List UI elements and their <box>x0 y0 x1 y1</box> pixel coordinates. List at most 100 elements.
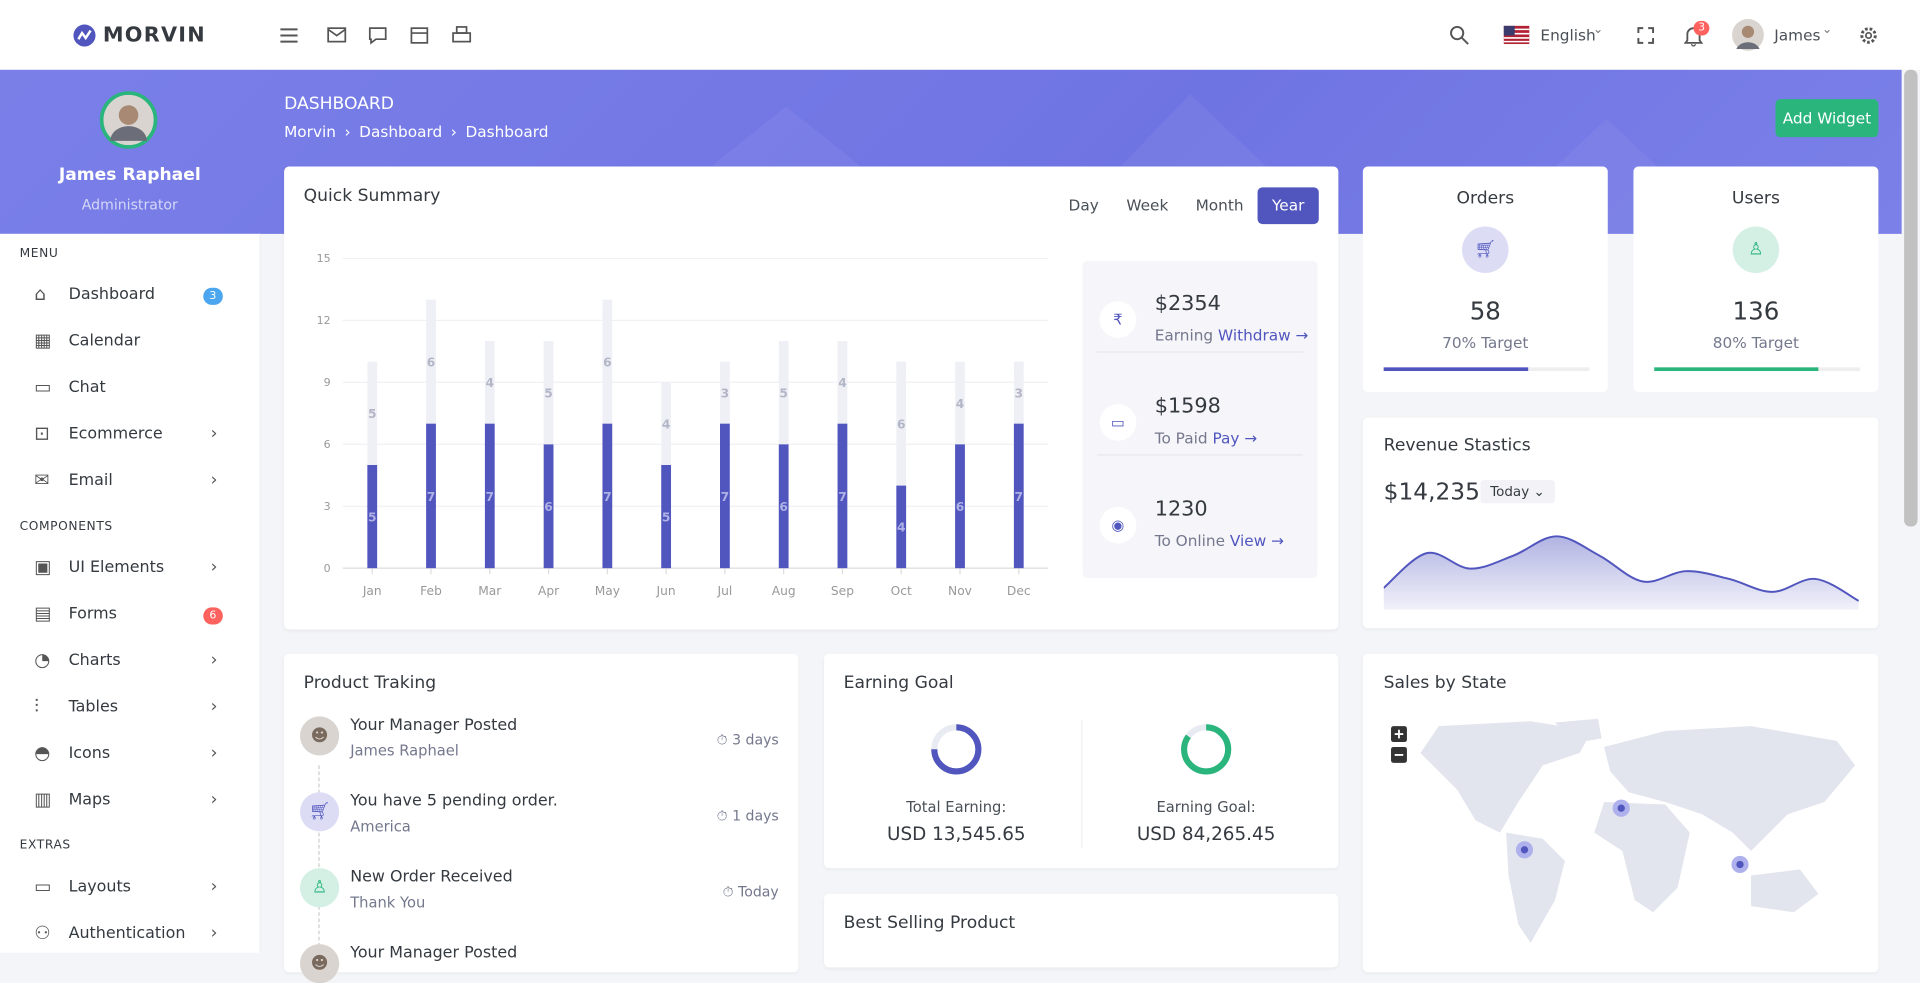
bar-segment <box>955 361 965 445</box>
menu-item[interactable]: Ecommerce <box>68 424 163 444</box>
language[interactable]: English <box>1540 25 1596 45</box>
period-select[interactable]: Today ⌄ <box>1480 480 1555 504</box>
menu-badge: 3 <box>203 287 223 305</box>
logo-icon <box>73 24 96 47</box>
bar-label: 5 <box>662 510 671 524</box>
menu-item[interactable]: Forms <box>68 604 117 624</box>
bar-segment <box>1013 423 1024 569</box>
menu-icon: ◔ <box>34 648 51 672</box>
bar-segment <box>484 423 495 569</box>
line <box>1383 535 1859 602</box>
x-tick-label: Feb <box>420 584 442 598</box>
card-title: Best Selling Product <box>843 913 1016 934</box>
separator: › <box>339 122 356 141</box>
bar-label: 4 <box>662 417 671 431</box>
crumb[interactable]: Dashboard <box>359 122 443 141</box>
menu-item[interactable]: Maps <box>68 791 111 810</box>
toolbar-icons[interactable] <box>277 23 485 47</box>
menu-item[interactable]: UI Elements <box>68 558 165 577</box>
topbar <box>0 0 1920 70</box>
profile-avatar <box>99 91 158 149</box>
menu-item[interactable]: Calendar <box>68 331 141 351</box>
bar-label: 3 <box>1015 387 1024 401</box>
menu-icon: ▤ <box>34 602 52 625</box>
area <box>1383 536 1859 610</box>
bar-label: 6 <box>544 500 553 514</box>
menu-item[interactable]: Tables <box>68 697 119 717</box>
bar-segment <box>426 299 436 424</box>
bar-segment <box>661 464 672 569</box>
revenue-amount: $14,235 <box>1383 478 1480 506</box>
profile-role: Administrator <box>81 195 178 214</box>
goal-donuts <box>931 724 1232 775</box>
tab[interactable]: Week <box>1126 195 1169 215</box>
stat-link[interactable]: Pay <box>1212 428 1240 447</box>
settings-icon[interactable] <box>1859 26 1879 46</box>
menu-item[interactable]: Authentication <box>68 924 186 943</box>
bar-label: 6 <box>603 356 612 370</box>
bar-label: 5 <box>368 407 377 421</box>
revenue-chart <box>1383 535 1859 610</box>
bar-segment <box>367 361 378 465</box>
stat-value: $1598 <box>1154 394 1221 419</box>
goal-label: Earning Goal: <box>1156 798 1256 816</box>
bar-label: 4 <box>838 376 847 390</box>
tab[interactable]: Year <box>1257 187 1319 225</box>
timeline-icon: ☻ <box>300 944 340 983</box>
crumb[interactable]: Morvin <box>284 122 336 141</box>
x-tick-label: Nov <box>948 584 972 598</box>
progress-bar <box>1383 367 1528 372</box>
bar-label: 7 <box>486 490 495 504</box>
bar-label: 5 <box>544 387 553 401</box>
stat-link[interactable]: Withdraw <box>1218 325 1291 345</box>
arrow: → <box>1266 531 1284 550</box>
menu-icon: ▦ <box>34 329 52 352</box>
card-title: Earning Goal <box>843 673 954 694</box>
x-tick-label: Apr <box>538 584 560 598</box>
add-widget-button[interactable]: Add Widget <box>1775 99 1879 138</box>
period: Today <box>1490 483 1530 500</box>
card-title: Quick Summary <box>303 186 441 206</box>
x-tick-label: Oct <box>891 584 912 598</box>
counter-value: 58 <box>1469 296 1501 326</box>
menu-item[interactable]: Icons <box>68 744 111 763</box>
bar-segment <box>955 444 965 569</box>
stat-icon: ▭ <box>1099 404 1137 441</box>
stat-icon: ◉ <box>1099 506 1137 544</box>
bar-label: 4 <box>486 376 495 390</box>
bar-label: 5 <box>779 387 788 401</box>
y-tick-label: 6 <box>324 438 331 451</box>
timeline-time: ⏱ 1 days <box>716 806 779 825</box>
menu-item[interactable]: Dashboard <box>68 285 155 304</box>
bar-label: 4 <box>897 521 906 535</box>
menu-heading: EXTRAS <box>19 838 71 853</box>
y-tick-label: 3 <box>324 500 331 513</box>
menu-item[interactable]: Email <box>68 471 113 490</box>
timeline-icon: ♙ <box>300 868 340 908</box>
x-tick-label: Dec <box>1007 584 1031 598</box>
fullscreen-icon[interactable] <box>1636 26 1656 46</box>
menu-icon: ⚇ <box>34 922 51 945</box>
menu-icon: ✉ <box>34 468 50 492</box>
menu-heading: COMPONENTS <box>19 520 113 534</box>
x-tick-label: Jul <box>717 584 733 598</box>
stat-link[interactable]: View <box>1229 531 1267 550</box>
search-icon[interactable] <box>1449 24 1471 46</box>
y-tick-label: 0 <box>324 562 331 575</box>
menu-item[interactable]: Chat <box>68 378 106 397</box>
menu-item[interactable]: Layouts <box>68 877 131 897</box>
goal-value: USD 13,545.65 <box>887 822 1026 845</box>
bar-label: 6 <box>427 356 436 370</box>
user-name[interactable]: James <box>1774 25 1821 45</box>
user-avatar[interactable] <box>1731 18 1764 51</box>
y-tick-label: 15 <box>317 252 331 265</box>
menu-item[interactable]: Charts <box>68 651 121 670</box>
counter-value: 136 <box>1732 296 1780 326</box>
bar-label: 6 <box>897 417 906 431</box>
menu-icon: ⌂ <box>34 282 46 305</box>
tab[interactable]: Day <box>1068 195 1099 215</box>
caret: ⌄ <box>1822 23 1833 37</box>
profile-name: James Raphael <box>58 165 201 185</box>
tab[interactable]: Month <box>1195 195 1244 215</box>
bar-label: 6 <box>779 500 788 514</box>
